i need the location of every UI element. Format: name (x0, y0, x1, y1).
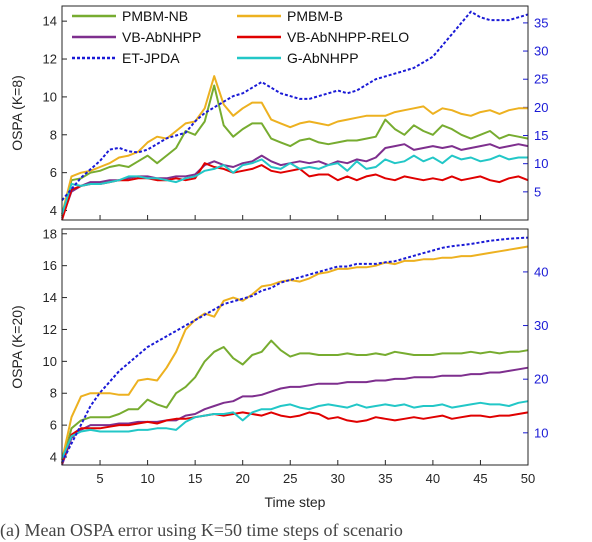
y-tick-label: 18 (43, 226, 57, 241)
y-tick-label: 14 (43, 14, 57, 29)
y2-tick-label: 25 (534, 72, 548, 87)
x-tick-label: 5 (96, 471, 103, 486)
legend-entry-label: VB-AbNHPP-RELO (287, 29, 409, 45)
series-line-pmbm-nb (61, 339, 529, 464)
legend-entry-label: VB-AbNHPP (122, 29, 201, 45)
top-panel: 4 6 8 10 12 14 5 10 15 20 25 30 35 OSPA (K=8) PMBM-N… (9, 5, 548, 221)
series-line-g-abnhpp (61, 400, 529, 459)
x-axis-label: Time step (265, 494, 326, 510)
legend-entry-label: PMBM-B (287, 8, 343, 24)
x-tick-label: 20 (235, 471, 249, 486)
bottom-plot-area: 4 6 8 10 12 14 16 18 10 20 30 40 5 10 15 20 25 30 35 40 45 50 (43, 226, 549, 486)
y-tick-label: 14 (43, 290, 57, 305)
y-tick-label: 10 (43, 354, 57, 369)
y2-tick-label: 35 (534, 15, 548, 30)
y2-tick-label: 5 (534, 184, 541, 199)
y-tick-label: 6 (50, 418, 57, 433)
x-tick-label: 35 (378, 471, 392, 486)
y-tick-label: 8 (50, 127, 57, 142)
series-line-pmbm-nb (61, 84, 529, 217)
x-tick-label: 30 (331, 471, 345, 486)
series-line-pmbm-b (61, 75, 528, 215)
series-line-pmbm-b (61, 245, 529, 461)
y-tick-label: 8 (50, 386, 57, 401)
x-tick-label: 50 (521, 471, 535, 486)
x-tick-label: 40 (426, 471, 440, 486)
legend-entry-label: PMBM-NB (122, 8, 188, 24)
series-line-vb-abnhpp (61, 366, 529, 466)
y-tick-label: 12 (43, 322, 57, 337)
x-tick-label: 45 (473, 471, 487, 486)
figure-caption: (a) Mean OSPA error using K=50 time step… (0, 520, 403, 540)
y2-tick-label: 20 (534, 100, 548, 115)
legend-entry-label: ET-JPDA (122, 50, 180, 66)
y-tick-label: 16 (43, 258, 57, 273)
legend-entry-label: G-AbNHPP (287, 50, 359, 66)
y-tick-label: 4 (50, 203, 57, 218)
bottom-panel: 4 6 8 10 12 14 16 18 10 20 30 40 5 10 15 20 25 30 35 40 45 50… (9, 226, 548, 510)
figure-canvas: 4 6 8 10 12 14 5 10 15 20 25 30 35 OSPA (K=8) PMBM-N… (9, 5, 548, 510)
series-line-vb-abnhpp-relo (61, 162, 529, 221)
y-tick-label: 12 (43, 52, 57, 67)
series-line-g-abnhpp (61, 154, 528, 215)
bottom-plot-frame (61, 228, 529, 466)
legend: PMBM-NB PMBM-B VB-AbNHPP VB-AbNHPP-RELO ET-J… (72, 8, 409, 66)
series-line-vb-abnhpp-relo (61, 411, 529, 464)
y2-tick-label: 20 (534, 372, 548, 387)
top-plot-area: 4 6 8 10 12 14 5 10 15 20 25 30 35 (43, 10, 548, 221)
bottom-y-axis-label: OSPA (K=20) (9, 305, 25, 388)
x-tick-label: 15 (188, 471, 202, 486)
y2-tick-label: 10 (534, 425, 548, 440)
y-tick-label: 10 (43, 89, 57, 104)
y2-tick-label: 40 (534, 264, 548, 279)
y-tick-label: 4 (50, 450, 57, 465)
top-y-axis-label: OSPA (K=8) (9, 75, 25, 151)
series-line-et-jpda (61, 236, 529, 463)
y2-tick-label: 30 (534, 44, 548, 59)
y-tick-label: 6 (50, 165, 57, 180)
x-tick-label: 10 (140, 471, 154, 486)
series-line-et-jpda (61, 10, 529, 201)
x-tick-label: 25 (283, 471, 297, 486)
top-plot-frame (61, 5, 529, 221)
y2-tick-label: 15 (534, 128, 548, 143)
y2-tick-label: 10 (534, 156, 548, 171)
y2-tick-label: 30 (534, 318, 548, 333)
